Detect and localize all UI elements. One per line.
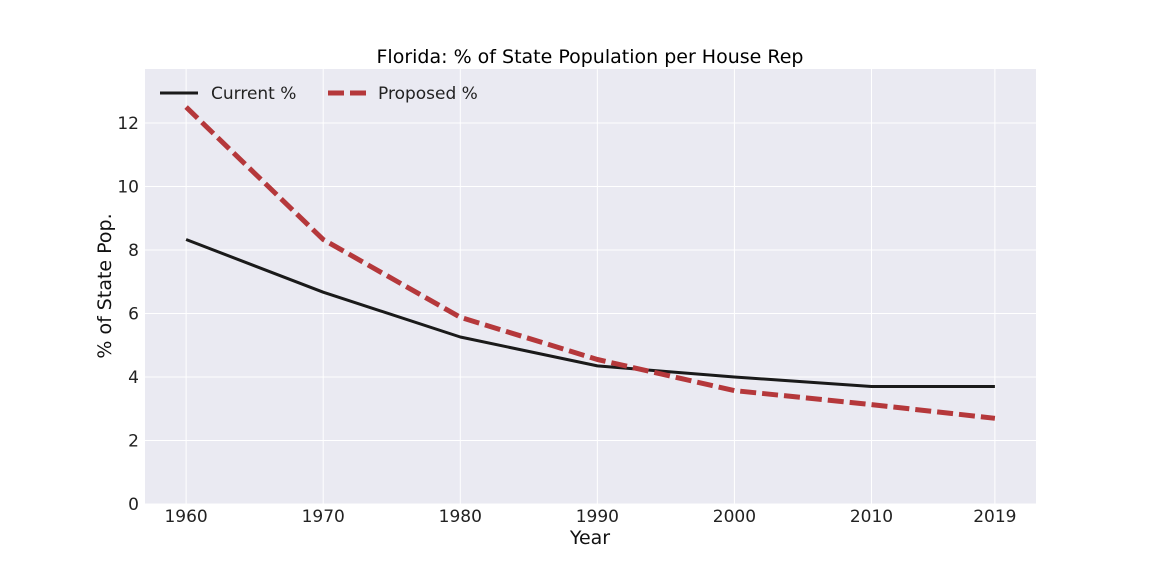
chart-title: Florida: % of State Population per House… (377, 46, 804, 68)
x-tick-label: 2000 (713, 507, 756, 527)
y-tick-label: 6 (128, 304, 139, 324)
y-tick-label: 8 (128, 241, 139, 261)
x-tick-label: 2010 (850, 507, 893, 527)
y-tick-label: 12 (117, 114, 139, 134)
x-tick-label: 1980 (439, 507, 482, 527)
y-tick-label: 2 (128, 431, 139, 451)
x-tick-label: 2019 (973, 507, 1016, 527)
y-tick-label: 10 (117, 177, 139, 197)
x-tick-label: 1990 (576, 507, 619, 527)
x-tick-label: 1960 (164, 507, 207, 527)
series-line-proposed (184, 105, 996, 421)
legend-label-proposed: Proposed % (378, 84, 478, 104)
x-tick-label: 1970 (302, 507, 345, 527)
x-axis-title: Year (569, 527, 610, 549)
y-axis-title: % of State Pop. (94, 213, 116, 358)
series-layer (184, 105, 996, 421)
legend: Current % Proposed % (160, 84, 478, 104)
y-tick-label: 0 (128, 495, 139, 515)
y-tick-label: 4 (128, 368, 139, 388)
grid (145, 69, 1036, 505)
plot-area (145, 69, 1036, 504)
series-line-current (185, 238, 995, 388)
legend-label-current: Current % (211, 84, 296, 104)
tick-labels: 1960 1970 1980 1990 2000 2010 2019 0 2 4 6 8 10 12 (117, 114, 1016, 527)
